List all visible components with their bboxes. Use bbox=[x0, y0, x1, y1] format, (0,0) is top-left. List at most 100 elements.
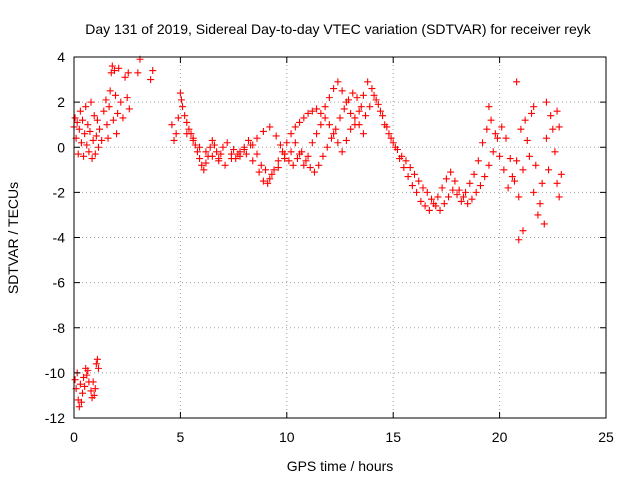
data-point-marker bbox=[219, 143, 227, 151]
data-point-marker bbox=[236, 152, 244, 160]
data-point-marker bbox=[113, 130, 121, 138]
data-point-marker bbox=[557, 170, 565, 178]
data-point-marker bbox=[270, 166, 278, 174]
data-point-marker bbox=[545, 166, 553, 174]
x-axis-title: GPS time / hours bbox=[287, 458, 394, 474]
data-point-marker bbox=[183, 130, 191, 138]
data-point-marker bbox=[391, 143, 399, 151]
data-point-marker bbox=[308, 139, 316, 147]
data-point-marker bbox=[506, 155, 514, 163]
data-point-marker bbox=[296, 118, 304, 126]
data-point-marker bbox=[109, 116, 117, 124]
data-point-marker bbox=[317, 121, 325, 129]
data-point-marker bbox=[255, 168, 263, 176]
data-point-marker bbox=[468, 195, 476, 203]
data-point-marker bbox=[504, 184, 512, 192]
data-point-marker bbox=[274, 157, 282, 165]
data-point-marker bbox=[308, 107, 316, 115]
x-tick-label: 0 bbox=[70, 429, 78, 445]
data-point-marker bbox=[515, 236, 523, 244]
data-point-marker bbox=[289, 161, 297, 169]
data-point-marker bbox=[274, 164, 282, 172]
data-point-marker bbox=[472, 188, 480, 196]
data-point-marker bbox=[76, 107, 84, 115]
data-point-marker bbox=[84, 367, 92, 375]
data-point-marker bbox=[125, 105, 133, 113]
data-point-marker bbox=[513, 78, 521, 86]
data-point-marker bbox=[540, 220, 548, 228]
y-tick-label: -6 bbox=[53, 275, 66, 291]
data-point-marker bbox=[213, 148, 221, 156]
data-point-marker bbox=[147, 76, 155, 84]
data-point-marker bbox=[240, 146, 248, 154]
data-point-marker bbox=[542, 98, 550, 106]
data-point-marker bbox=[134, 69, 142, 77]
data-point-marker bbox=[519, 227, 527, 235]
data-point-marker bbox=[500, 166, 508, 174]
data-point-marker bbox=[210, 141, 218, 149]
y-tick-label: 0 bbox=[57, 139, 65, 155]
data-point-marker bbox=[319, 152, 327, 160]
data-point-marker bbox=[321, 114, 329, 122]
data-point-marker bbox=[347, 125, 355, 133]
data-point-marker bbox=[272, 132, 280, 140]
data-point-marker bbox=[75, 403, 83, 411]
x-tick-label: 5 bbox=[177, 429, 185, 445]
data-point-marker bbox=[496, 152, 504, 160]
data-point-marker bbox=[476, 182, 484, 190]
data-point-marker bbox=[123, 94, 131, 102]
data-point-marker bbox=[185, 125, 193, 133]
data-point-marker bbox=[493, 134, 501, 142]
data-point-marker bbox=[73, 118, 81, 126]
data-point-marker bbox=[462, 188, 470, 196]
data-point-marker bbox=[530, 188, 538, 196]
data-point-marker bbox=[76, 380, 84, 388]
data-point-marker bbox=[296, 150, 304, 158]
data-point-marker bbox=[551, 148, 559, 156]
data-point-marker bbox=[330, 130, 338, 138]
data-point-marker bbox=[347, 109, 355, 117]
data-point-marker bbox=[513, 157, 521, 165]
data-point-marker bbox=[172, 130, 180, 138]
data-point-marker bbox=[262, 166, 270, 174]
y-axis-title: SDTVAR / TECUs bbox=[5, 182, 21, 294]
data-point-marker bbox=[104, 134, 112, 142]
data-point-marker bbox=[340, 105, 348, 113]
data-point-marker bbox=[338, 87, 346, 95]
y-tick-label: 4 bbox=[57, 49, 65, 65]
data-point-marker bbox=[549, 125, 557, 133]
data-point-marker bbox=[410, 170, 418, 178]
data-point-marker bbox=[428, 195, 436, 203]
data-point-marker bbox=[223, 139, 231, 147]
data-point-marker bbox=[168, 121, 176, 129]
data-point-marker bbox=[330, 85, 338, 93]
data-point-marker bbox=[423, 188, 431, 196]
data-point-marker bbox=[92, 360, 100, 368]
y-tick-label: -4 bbox=[53, 230, 66, 246]
data-point-marker bbox=[196, 143, 204, 151]
data-point-marker bbox=[177, 96, 185, 104]
x-tick-label: 25 bbox=[598, 429, 614, 445]
data-point-marker bbox=[89, 378, 97, 386]
data-point-marker bbox=[191, 141, 199, 149]
data-point-marker bbox=[325, 94, 333, 102]
data-point-marker bbox=[396, 155, 404, 163]
data-point-marker bbox=[179, 103, 187, 111]
data-point-marker bbox=[198, 161, 206, 169]
data-point-marker bbox=[553, 107, 561, 115]
data-point-marker bbox=[115, 64, 123, 72]
data-point-marker bbox=[291, 123, 299, 131]
y-tick-label: -2 bbox=[53, 184, 66, 200]
data-point-marker bbox=[257, 161, 265, 169]
data-point-marker bbox=[553, 179, 561, 187]
data-point-marker bbox=[247, 141, 255, 149]
data-point-marker bbox=[281, 155, 289, 163]
data-point-marker bbox=[102, 96, 110, 104]
data-point-marker bbox=[351, 114, 359, 122]
data-point-marker bbox=[84, 121, 92, 129]
data-point-marker bbox=[193, 148, 201, 156]
data-point-marker bbox=[293, 155, 301, 163]
data-point-marker bbox=[491, 130, 499, 138]
data-point-marker bbox=[313, 105, 321, 113]
